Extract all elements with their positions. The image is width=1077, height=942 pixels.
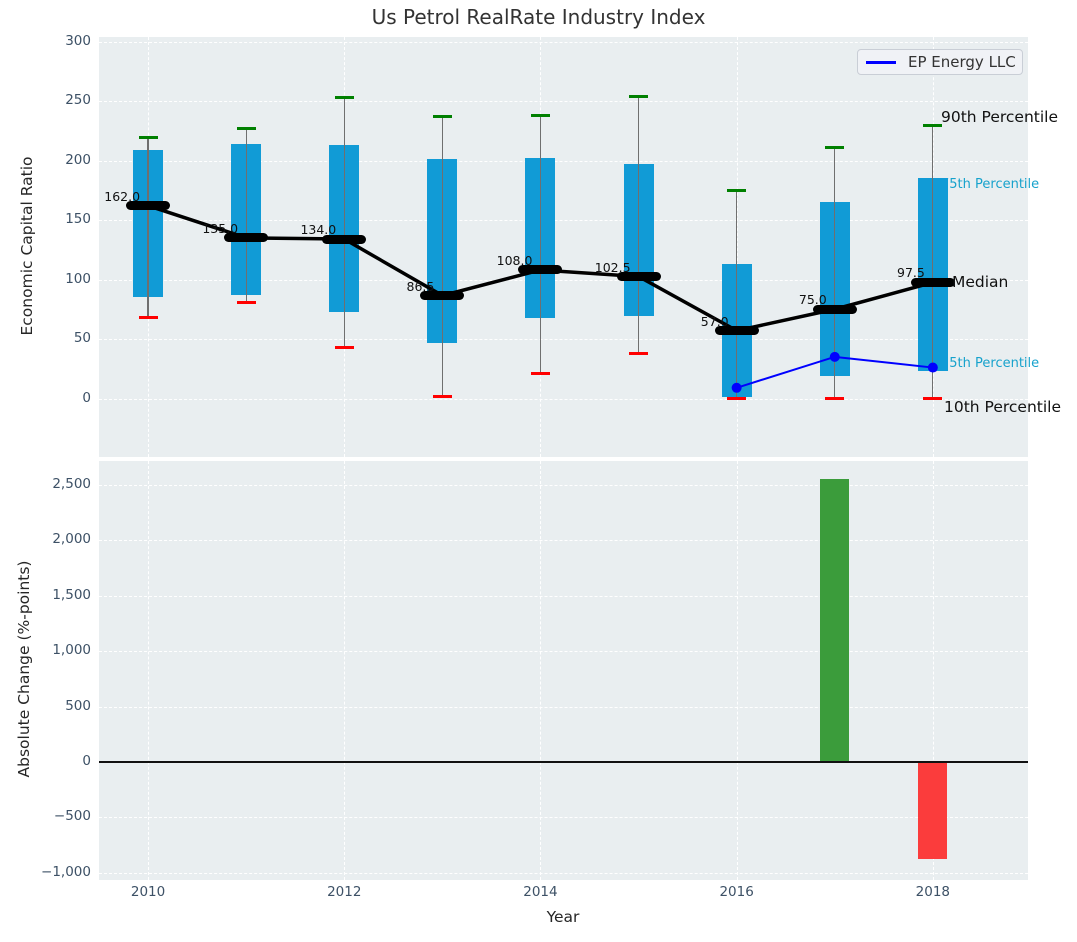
whisker-cap-10th-icon: [236, 300, 256, 304]
annotation-25th-percentile: 25th Percentile: [941, 355, 1040, 371]
gridline-h: [99, 160, 1028, 162]
whisker-cap-10th-icon: [727, 397, 747, 400]
whisker-line: [637, 96, 640, 354]
legend[interactable]: EP Energy LLC: [857, 49, 1023, 75]
whisker-line: [343, 97, 345, 348]
whisker-line: [147, 137, 149, 318]
x-tick-label: 2014: [523, 884, 558, 900]
y-tick-label: −1,000: [41, 863, 91, 880]
gridline-h: [99, 485, 1028, 486]
gridline-h: [99, 398, 1028, 400]
whisker-line: [932, 125, 934, 399]
median-value-label: 97.5: [897, 265, 925, 281]
gridline-h: [99, 872, 1028, 874]
median-value-label: 135.0: [202, 220, 239, 236]
bottom-axes-barchart: [99, 461, 1028, 880]
whisker-cap-90th-icon: [530, 113, 550, 117]
whisker-line: [539, 115, 542, 374]
whisker-cap-90th-icon: [727, 188, 747, 192]
median-value-label: 108.0: [496, 252, 533, 268]
whisker-cap-10th-icon: [334, 345, 354, 349]
whisker-cap-90th-icon: [138, 136, 158, 140]
annotation-90th-percentile: 90th Percentile: [941, 107, 1059, 126]
y-tick-label: 50: [73, 330, 91, 346]
gridline-h: [99, 101, 1028, 102]
median-value-label: 134.0: [300, 222, 337, 238]
whisker-cap-10th-icon: [825, 397, 845, 400]
gridline-h: [99, 706, 1028, 708]
y-tick-label: 150: [65, 211, 91, 227]
gridline-h: [99, 595, 1028, 597]
whisker-line: [834, 147, 836, 399]
whisker-line: [245, 128, 247, 303]
whisker-line: [736, 190, 738, 399]
y-axis-label-bottom: Absolute Change (%-points): [15, 560, 33, 778]
x-tick-label: 2010: [130, 884, 166, 900]
y-tick-label: 0: [82, 753, 91, 769]
y-tick-label: 300: [65, 32, 91, 49]
gridline-v: [932, 461, 934, 880]
y-tick-label: 2,500: [52, 476, 91, 492]
whisker-line: [441, 116, 443, 397]
y-tick-label: 1,000: [52, 642, 91, 659]
whisker-cap-10th-icon: [530, 372, 550, 375]
zero-line: [99, 761, 1028, 763]
whisker-cap-90th-icon: [923, 124, 943, 128]
y-tick-label: 100: [65, 270, 91, 287]
whisker-cap-90th-icon: [629, 94, 649, 98]
median-value-label: 102.5: [594, 259, 631, 275]
y-tick-label: 1,500: [52, 586, 91, 603]
annotation-75th-percentile: 75th Percentile: [941, 177, 1040, 193]
whisker-cap-90th-icon: [432, 114, 452, 118]
whisker-cap-10th-icon: [923, 397, 943, 400]
gridline-v: [148, 461, 150, 880]
whisker-cap-90th-icon: [236, 126, 256, 130]
annotation-median: Median: [952, 273, 1009, 292]
median-value-label: 57.0: [700, 313, 729, 329]
legend-line-sample: [866, 60, 896, 64]
change-bar-2018[interactable]: [918, 762, 948, 859]
y-tick-label: 500: [65, 697, 91, 714]
whisker-cap-10th-icon: [629, 351, 649, 355]
gridline-h: [99, 817, 1028, 819]
gridline-h: [99, 41, 1028, 43]
gridline-h: [99, 651, 1028, 653]
whisker-cap-90th-icon: [334, 95, 354, 99]
gridline-v: [540, 461, 542, 880]
gridline-v: [736, 461, 738, 880]
whisker-cap-10th-icon: [432, 394, 452, 398]
legend-label: EP Energy LLC: [908, 53, 1016, 71]
y-axis-label-top: Economic Capital Ratio: [18, 156, 36, 336]
gridline-v: [344, 461, 346, 880]
whisker-cap-90th-icon: [825, 145, 845, 149]
change-bar-2017[interactable]: [820, 479, 850, 762]
whisker-cap-10th-icon: [138, 316, 158, 320]
annotation-10th-percentile: 10th Percentile: [944, 398, 1062, 417]
chart-title: Us Petrol RealRate Industry Index: [371, 5, 706, 29]
median-value-label: 75.0: [798, 292, 827, 308]
y-tick-label: 200: [65, 151, 91, 168]
gridline-h: [99, 540, 1028, 542]
x-tick-label: 2012: [327, 884, 362, 900]
x-axis-label: Year: [546, 908, 580, 926]
y-tick-label: −500: [53, 808, 91, 825]
gridline-h: [99, 339, 1028, 340]
x-tick-label: 2018: [915, 884, 951, 900]
median-value-label: 86.5: [406, 278, 435, 294]
top-axes-boxplot: EP Energy LLC 90th Percentile 75th Percen…: [99, 37, 1061, 457]
y-tick-label: 2,000: [52, 531, 91, 548]
y-tick-label: 250: [65, 92, 91, 108]
x-tick-label: 2016: [719, 884, 754, 900]
y-tick-label: 0: [82, 389, 91, 406]
median-value-label: 162.0: [104, 188, 141, 204]
